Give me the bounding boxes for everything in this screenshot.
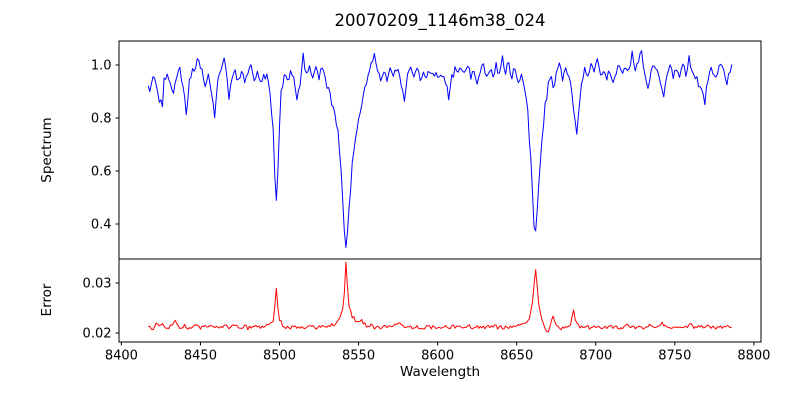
- y-tick-label: 1.0: [91, 58, 112, 73]
- y-tick-label: 0.4: [91, 218, 112, 233]
- error-panel-border: [118, 258, 762, 343]
- x-axis-label: Wavelength: [399, 364, 481, 380]
- x-tick-label: 8400: [105, 349, 138, 364]
- spectrum-y-axis-label: Spectrum: [39, 117, 55, 183]
- x-tick-label: 8650: [500, 349, 533, 364]
- x-tick-label: 8550: [342, 349, 375, 364]
- y-tick-label: 0.8: [91, 111, 112, 126]
- y-tick-label: 0.6: [91, 165, 112, 180]
- spectrum-line: [147, 50, 733, 248]
- x-tick-label: 8500: [263, 349, 296, 364]
- chart-title: 20070209_1146m38_024: [334, 11, 546, 30]
- x-tick-label: 8450: [184, 349, 217, 364]
- y-tick-label: 0.02: [83, 327, 112, 342]
- y-tick-label: 0.03: [83, 277, 112, 292]
- error-line: [148, 261, 732, 333]
- x-tick-label: 8700: [579, 349, 612, 364]
- error-y-axis-label: Error: [39, 283, 55, 317]
- x-tick-label: 8800: [737, 349, 770, 364]
- x-tick-label: 8750: [658, 349, 691, 364]
- spectrum-panel-border: [118, 40, 762, 260]
- x-tick-label: 8600: [421, 349, 454, 364]
